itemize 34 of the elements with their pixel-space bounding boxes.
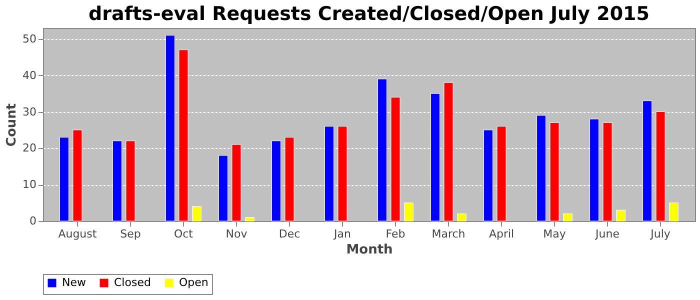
x-tick-label: Oct	[174, 228, 194, 240]
x-tick-label: August	[58, 228, 98, 240]
x-tick-label: March	[432, 228, 466, 240]
y-tick-label: 10	[22, 178, 36, 192]
y-tick-label: 30	[22, 105, 36, 118]
x-tick-label: Dec	[278, 228, 300, 240]
bar	[404, 202, 414, 222]
bar	[616, 210, 626, 222]
legend-label: New	[62, 276, 86, 289]
chart-title: drafts-eval Requests Created/Closed/Open July 2015	[88, 3, 650, 25]
bar	[244, 217, 254, 222]
y-tick-label: 0	[30, 214, 36, 228]
x-tick-label: May	[543, 228, 566, 240]
x-tick-label: April	[488, 228, 514, 240]
x-tick-label: Feb	[386, 228, 406, 240]
bar	[457, 213, 467, 222]
x-tick-label: Nov	[226, 228, 248, 240]
x-tick-label: July	[650, 228, 671, 240]
legend-label: Closed	[114, 276, 151, 289]
bar	[232, 144, 242, 222]
bar	[444, 82, 454, 222]
bar	[192, 206, 202, 222]
x-tick-label: June	[594, 228, 620, 240]
x-axis-title: Month	[346, 242, 393, 258]
bar	[669, 202, 679, 222]
y-tick-label: 20	[22, 142, 36, 155]
x-tick-label: Sep	[120, 228, 141, 240]
y-axis-title: Count	[4, 103, 20, 147]
bar	[656, 112, 666, 222]
bar	[563, 213, 573, 222]
y-tick-label: 50	[22, 32, 36, 46]
legend-label: Open	[179, 276, 208, 289]
x-tick-label: Jan	[333, 228, 351, 240]
y-tick-label: 40	[22, 68, 36, 82]
